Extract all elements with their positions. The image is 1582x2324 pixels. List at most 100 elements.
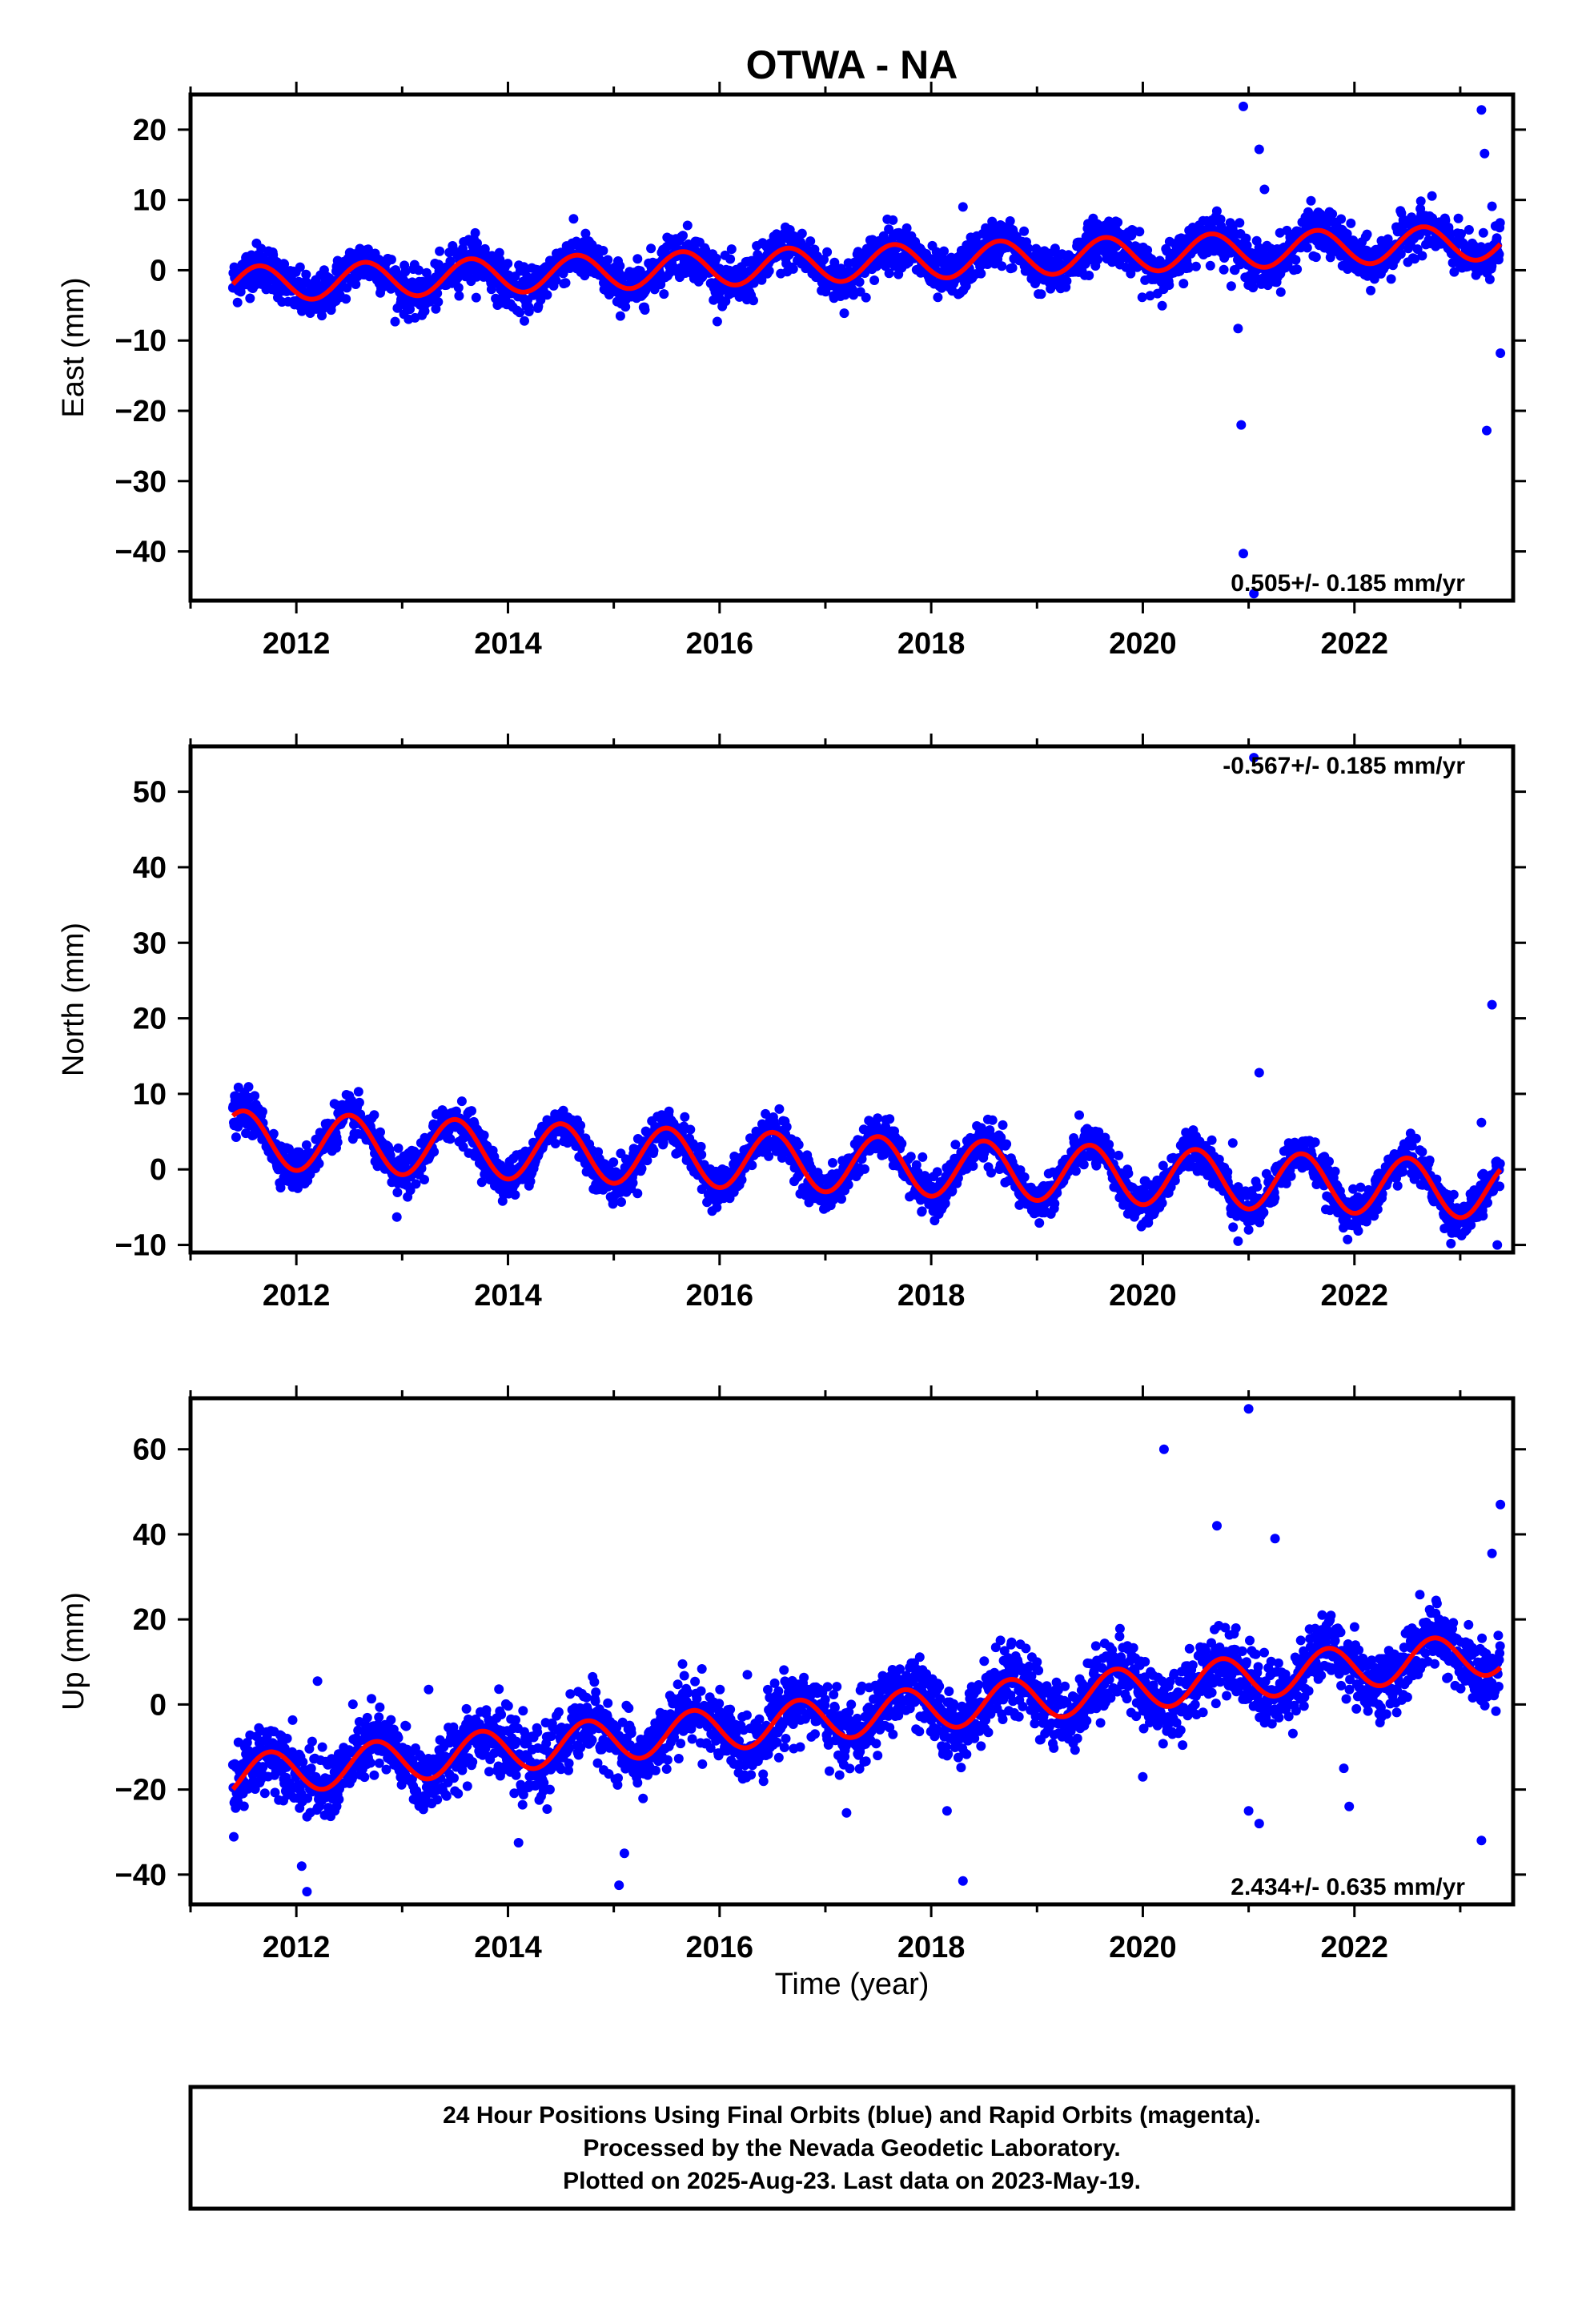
data-point [1484, 274, 1495, 284]
data-point [1158, 1160, 1168, 1171]
data-point [1126, 268, 1136, 279]
data-point [764, 1151, 774, 1161]
data-point [476, 1177, 487, 1188]
data-point [1306, 195, 1316, 206]
data-point [1415, 196, 1426, 207]
outlier-point [1476, 105, 1487, 115]
y-tick-label: 10 [133, 184, 167, 218]
data-point [940, 1198, 950, 1208]
data-point [1050, 1199, 1060, 1208]
data-point [757, 275, 767, 285]
data-point [1137, 292, 1147, 303]
data-point [232, 297, 243, 308]
plot-frame [188, 92, 1516, 603]
data-point [1211, 206, 1222, 216]
data-point [392, 1188, 403, 1197]
data-point [1074, 1110, 1084, 1120]
data-point [351, 279, 361, 289]
outlier-point [1239, 101, 1248, 111]
data-point [1223, 1167, 1233, 1177]
data-point [685, 1124, 696, 1135]
data-point [243, 1082, 254, 1092]
data-point [819, 255, 829, 264]
data-point [781, 1122, 792, 1132]
data-point [615, 311, 625, 321]
model-curve [231, 224, 1503, 302]
data-point [678, 231, 688, 241]
data-point [560, 278, 571, 288]
data-point [1145, 291, 1155, 301]
outlier-point [1249, 589, 1259, 599]
data-point [1302, 243, 1312, 253]
data-point [616, 1197, 626, 1207]
data-point [405, 1185, 416, 1196]
data-point [1478, 227, 1488, 238]
y-tick-label: −30 [115, 465, 167, 499]
data-point [250, 1091, 260, 1101]
data-point [884, 268, 894, 279]
data-point [933, 292, 943, 303]
data-point [414, 265, 424, 275]
data-point [467, 1106, 476, 1116]
data-point [369, 1110, 379, 1120]
data-point [642, 1156, 652, 1166]
data-point [453, 283, 464, 293]
data-point [435, 246, 445, 256]
outlier-point [1482, 425, 1492, 436]
data-point [1417, 251, 1427, 261]
data-point [1492, 233, 1502, 243]
data-point [314, 1159, 324, 1168]
data-point [1369, 274, 1379, 284]
data-point [235, 287, 246, 297]
data-point [385, 1150, 396, 1160]
data-point [1395, 249, 1406, 259]
data-point [737, 1175, 747, 1185]
rate-label: 0.505+/- 0.185 mm/yr [1231, 570, 1465, 597]
data-point [524, 307, 534, 316]
data-point [1178, 279, 1189, 289]
data-point [1336, 214, 1347, 224]
data-point [1449, 267, 1460, 277]
x-tick-label: 2018 [897, 627, 966, 661]
data-point [405, 304, 415, 315]
data-point [608, 1199, 618, 1209]
data-point [1114, 1150, 1124, 1160]
data-point [1494, 249, 1504, 259]
data-point [568, 214, 579, 224]
data-point [471, 292, 481, 303]
data-point [1311, 252, 1321, 263]
data-point [1205, 260, 1215, 271]
data-point [393, 1143, 404, 1153]
data-point [1062, 276, 1072, 286]
data-point [515, 308, 525, 318]
data-point [822, 247, 833, 257]
data-point [433, 297, 444, 307]
data-point [1325, 252, 1335, 263]
data-point [828, 1158, 837, 1168]
data-point [1386, 274, 1396, 284]
outlier-point [1496, 348, 1506, 358]
plot-area [227, 101, 1506, 599]
data-point [420, 306, 430, 316]
data-point [1346, 218, 1356, 228]
data-point [353, 1087, 363, 1097]
data-point [636, 1164, 647, 1174]
data-point [658, 1138, 669, 1148]
data-point [400, 1157, 411, 1168]
data-point [950, 1140, 961, 1150]
data-point [788, 263, 798, 274]
data-point [901, 223, 912, 233]
data-point [917, 1206, 927, 1216]
data-point [861, 292, 871, 303]
data-point [432, 288, 443, 299]
data-point [1242, 240, 1252, 251]
x-tick-label: 2016 [686, 627, 754, 661]
data-point [598, 246, 608, 255]
data-point [829, 257, 840, 267]
outlier-point [1239, 549, 1248, 559]
data-point [231, 1132, 241, 1142]
y-tick-label: −20 [115, 395, 167, 428]
data-point [1084, 271, 1094, 280]
data-point [1154, 255, 1165, 266]
data-point [279, 259, 290, 269]
